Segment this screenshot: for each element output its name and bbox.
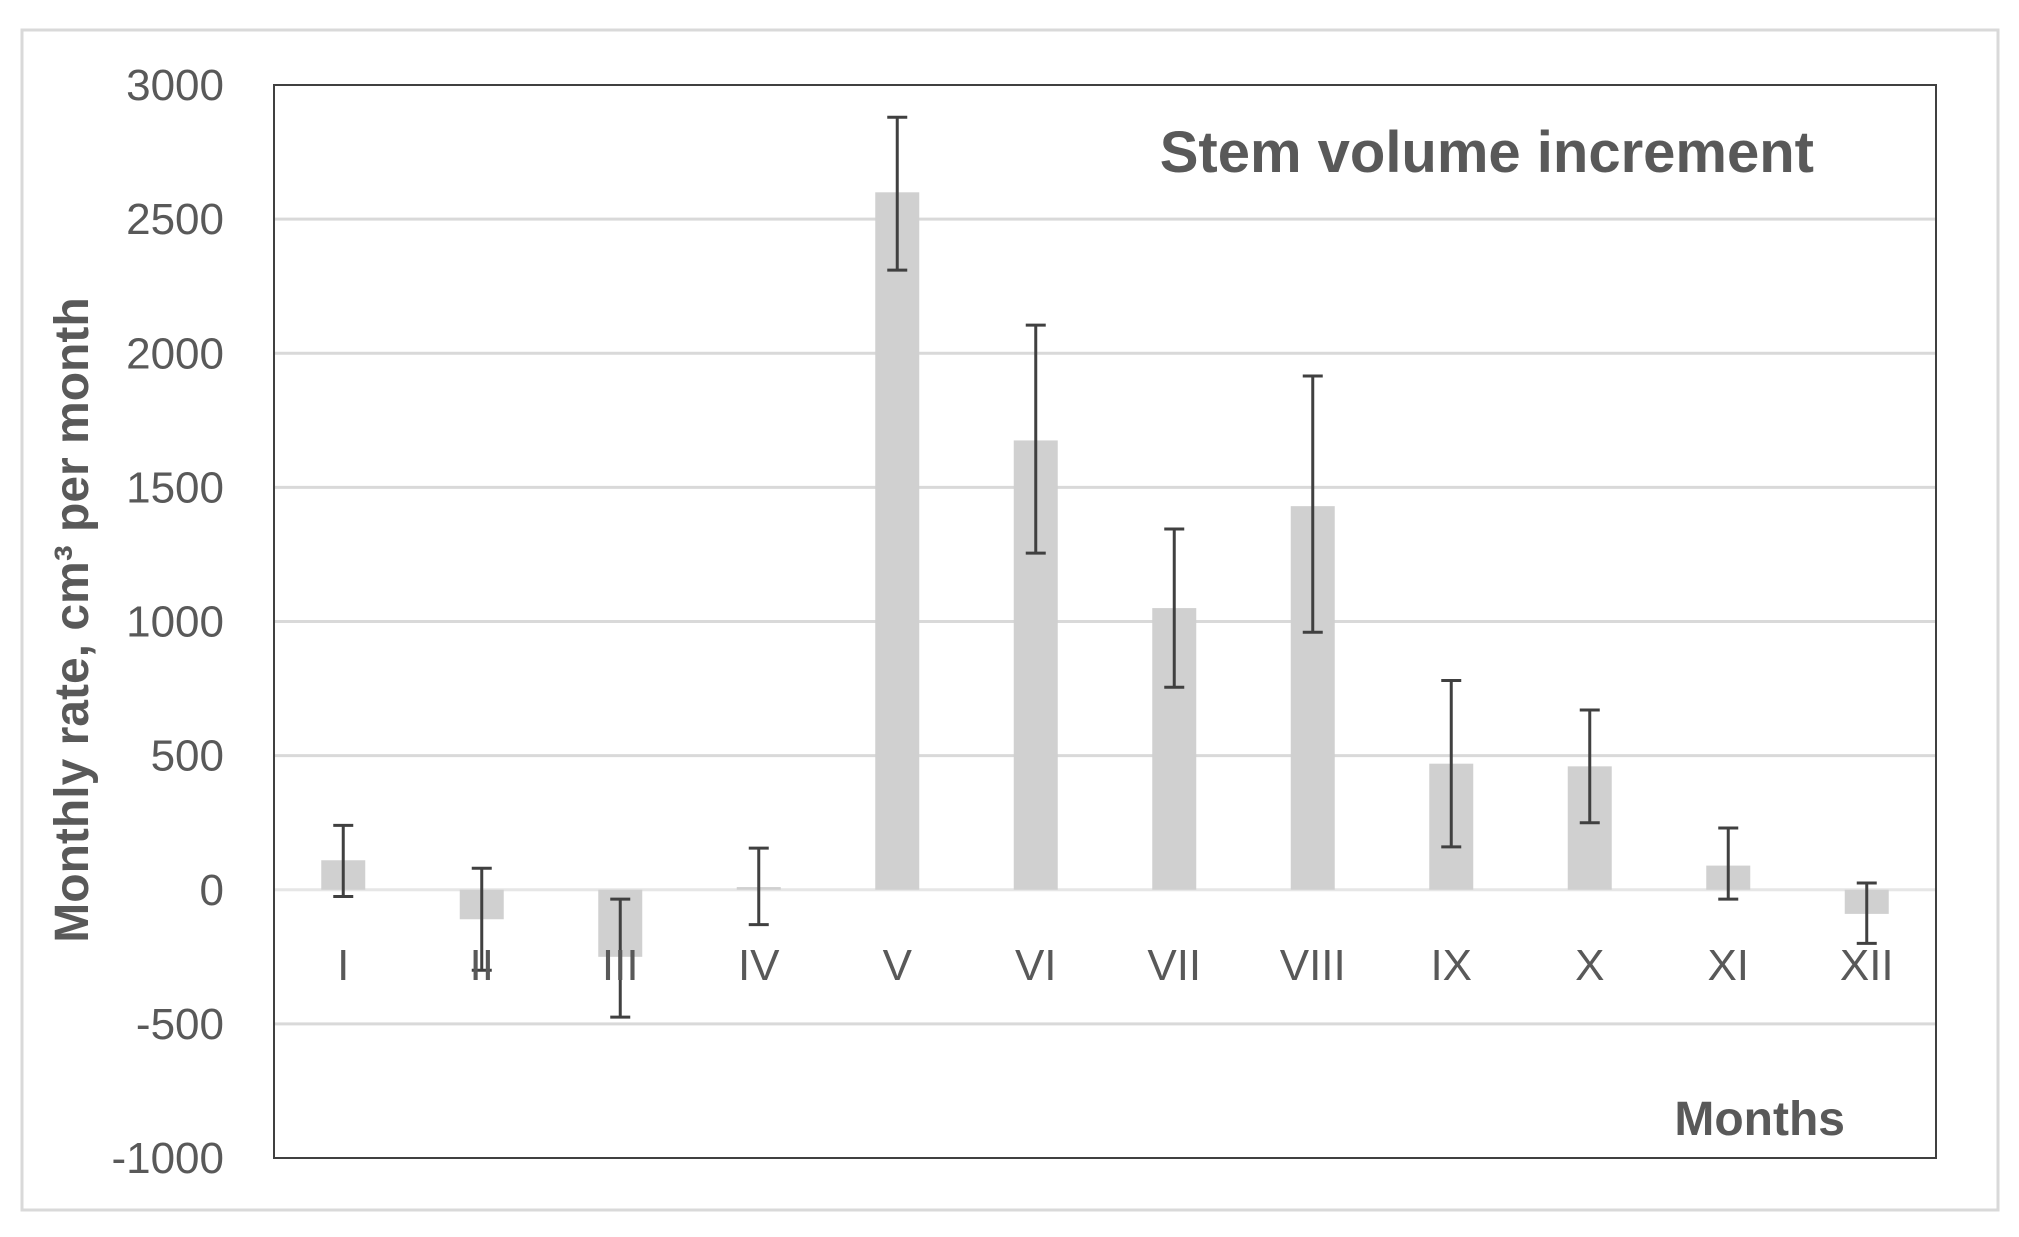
category-label: VI bbox=[1015, 941, 1057, 990]
bar bbox=[875, 192, 920, 890]
category-label: IX bbox=[1430, 941, 1472, 990]
y-tick-label: 2500 bbox=[126, 195, 224, 244]
y-tick-label: 500 bbox=[151, 732, 224, 781]
plot-area-border bbox=[273, 84, 1937, 1159]
category-label: VIII bbox=[1280, 941, 1346, 990]
y-tick-label: -1000 bbox=[111, 1134, 224, 1183]
y-tick-label: 1000 bbox=[126, 598, 224, 647]
category-label: I bbox=[337, 941, 349, 990]
y-axis-label: Monthly rate, cm³ per month bbox=[46, 297, 99, 942]
y-tick-label: 0 bbox=[200, 866, 224, 915]
y-tick-label: 1500 bbox=[126, 463, 224, 512]
category-label: VII bbox=[1147, 941, 1201, 990]
y-tick-label: 2000 bbox=[126, 329, 224, 378]
category-label: II bbox=[470, 941, 494, 990]
y-tick-label: 3000 bbox=[126, 61, 224, 110]
y-tick-label: -500 bbox=[136, 1000, 224, 1049]
category-label: XI bbox=[1707, 941, 1749, 990]
category-label: III bbox=[602, 941, 639, 990]
category-label: IV bbox=[738, 941, 780, 990]
x-axis-label: Months bbox=[1674, 1093, 1845, 1146]
category-label: X bbox=[1575, 941, 1604, 990]
category-label: XII bbox=[1840, 941, 1894, 990]
category-label: V bbox=[883, 941, 913, 990]
chart-title: Stem volume increment bbox=[1160, 120, 1814, 185]
